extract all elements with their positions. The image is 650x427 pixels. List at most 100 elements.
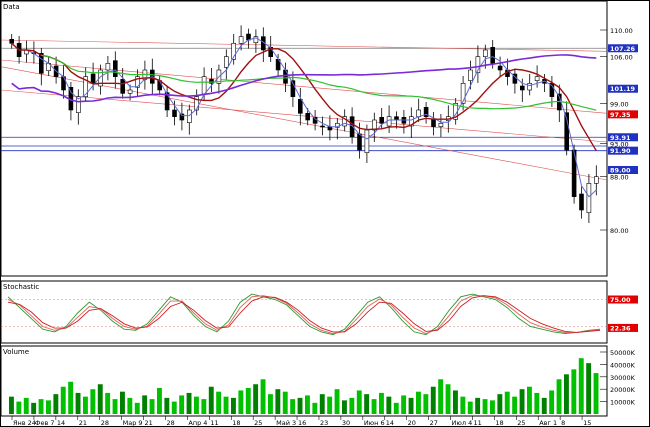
volume-bar (408, 397, 414, 414)
price-label: 91.90 (610, 147, 631, 155)
volume-bar (31, 402, 37, 414)
x-tick-label: 28 (101, 419, 109, 427)
x-tick-label: 23 (320, 419, 328, 427)
volume-bar (438, 379, 444, 414)
candle-body (172, 109, 177, 117)
volume-bar (282, 391, 288, 414)
candle-body (364, 129, 370, 153)
volume-bar (290, 399, 296, 414)
candle-body (438, 123, 444, 127)
volume-bar (238, 390, 244, 414)
candle-body (113, 60, 118, 77)
price-panel-title: Data (3, 3, 20, 11)
volume-bar (453, 390, 458, 414)
volume-bar (401, 395, 407, 414)
volume-bar (149, 399, 155, 414)
volume-bar (186, 392, 192, 414)
price-label-box (608, 146, 638, 155)
candle-body (209, 79, 214, 84)
volume-bar (586, 363, 592, 414)
volume-bar (105, 392, 111, 414)
candle-body (127, 89, 133, 94)
price-label-box (608, 110, 638, 119)
volume-bar (534, 392, 540, 414)
x-tick-label: Фев 7 (35, 419, 55, 427)
price-panel (0, 0, 608, 277)
price-tick-label: 80.00 (610, 227, 629, 235)
volume-bar (245, 387, 251, 414)
stochastic-level-box (608, 295, 638, 304)
candle-body (253, 36, 259, 43)
volume-bar (593, 373, 599, 414)
price-label: 101.19 (610, 85, 636, 93)
volume-bar (297, 397, 303, 414)
trend-channel-line (0, 59, 608, 114)
volume-bar (268, 394, 273, 414)
volume-bar (157, 387, 162, 414)
candle-body (416, 109, 422, 117)
volume-bar (23, 397, 29, 414)
volume-bar (68, 381, 74, 414)
price-label-box (608, 44, 638, 53)
volume-tick-label: 30000K (610, 374, 636, 382)
volume-bar (216, 391, 222, 414)
volume-bar (519, 389, 525, 414)
price-label-box (608, 166, 638, 174)
candle-body (431, 119, 436, 127)
volume-bar (527, 386, 532, 414)
price-tick-label: 88.00 (610, 174, 629, 182)
ma-long-line (11, 54, 597, 103)
volume-bar (564, 374, 569, 414)
volume-bar (497, 394, 503, 414)
x-tick-label: 25 (254, 419, 262, 427)
candle-body (164, 92, 170, 111)
candle-body (179, 113, 185, 121)
volume-bar (260, 379, 266, 414)
volume-bar (112, 399, 118, 414)
volume-bar (512, 396, 518, 414)
candle-body (120, 79, 125, 94)
x-tick-label: 30 (342, 419, 350, 427)
candle-body (349, 116, 355, 137)
candle-body (238, 36, 244, 44)
stochastic-level-box (608, 323, 638, 332)
volume-tick-label: 50000K (610, 349, 636, 357)
candle-body (593, 176, 599, 184)
candle-body (201, 76, 207, 95)
volume-bar (423, 394, 429, 414)
candle-body (297, 99, 303, 114)
candle-body (290, 80, 296, 97)
x-tick-label: Июл 4 (452, 419, 473, 427)
candle-body (187, 109, 192, 123)
candle-body (83, 76, 88, 97)
volume-bar (231, 397, 236, 414)
volume-bar (467, 401, 473, 414)
x-tick-label: 11 (473, 419, 481, 427)
volume-bar (490, 400, 495, 414)
x-tick-label: Янв 24 (13, 419, 36, 427)
x-tick-label: 15 (583, 419, 591, 427)
volume-bar (571, 369, 577, 414)
volume-bar (393, 402, 399, 414)
volume-bar (60, 386, 66, 414)
volume-bar (349, 397, 355, 414)
x-tick-label: 20 (408, 419, 416, 427)
stochastic-level-label: 22.36 (610, 324, 631, 332)
x-tick-label: 21 (145, 419, 153, 427)
x-tick-label: Июн 6 (364, 419, 385, 427)
volume-bar (38, 399, 44, 414)
price-label: 107.26 (610, 45, 636, 53)
x-tick-label: 16 (298, 419, 306, 427)
x-tick-label: Авг 1 (539, 419, 557, 427)
volume-bar (460, 396, 466, 414)
price-tick-label: 106.00 (610, 54, 633, 62)
candle-body (90, 73, 96, 84)
candle-body (98, 69, 103, 87)
price-tick-label: 110.00 (610, 27, 633, 35)
x-tick-label: Май 3 (276, 419, 296, 427)
volume-bar (208, 386, 214, 414)
candle-body (357, 133, 362, 151)
volume-bar (305, 395, 310, 414)
trend-channel-line (0, 39, 608, 52)
candle-body (423, 107, 429, 117)
